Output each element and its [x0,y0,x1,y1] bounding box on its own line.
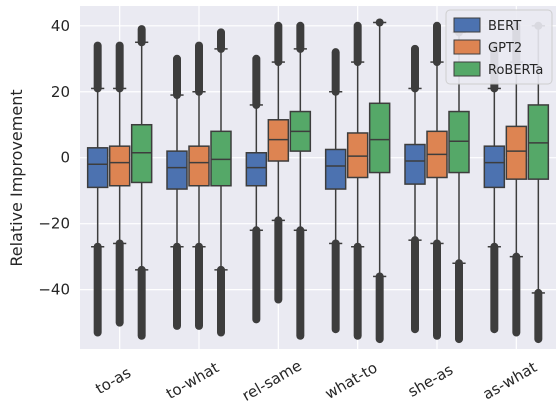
box-roberta-rel-same [289,21,312,340]
x-tick-label: to-what [163,358,222,402]
legend-swatch [453,39,481,55]
box-body [404,143,426,185]
legend-entry: GPT2 [488,41,522,56]
box-gpt2-rel-same [267,21,290,304]
legend-entry: RoBERTa [488,63,543,78]
legend-swatch [453,17,481,33]
box-body [448,110,470,174]
box-roberta-what-to [368,18,391,344]
box-body [86,147,109,189]
y-axis-label: Relative Improvement [7,89,26,266]
legend-entry: BERT [488,19,521,34]
box-bert-rel-same [245,54,268,324]
box-body [267,119,290,162]
x-tick-label: to-as [92,363,134,398]
box-bert-to-what [166,54,188,330]
box-body [483,145,506,189]
box-body [166,150,188,190]
box-body [527,104,550,180]
box-gpt2-to-what [188,41,210,330]
box-gpt2-she-as [426,21,448,340]
box-body [324,148,347,190]
box-body [368,102,391,174]
box-bert-what-to [324,48,347,334]
box-roberta-to-what [210,28,232,337]
box-body [346,132,369,179]
x-tick-label: she-as [405,361,457,401]
y-tick-label: −40 [38,281,70,299]
box-body [210,130,232,187]
x-tick-label: rel-same [239,357,305,405]
x-tick-label: what-to [322,359,381,403]
x-tick-label: as-what [480,358,540,403]
x-tick-labels: to-as to-what rel-same what-to she-as as-what [92,357,540,405]
box-gpt2-to-as [108,41,131,327]
box-body [188,145,210,187]
box-body [245,152,268,187]
y-tick-label: 0 [60,149,70,167]
legend-swatch [453,61,481,77]
box-bert-she-as [404,44,426,334]
y-tick-labels: −40 −20 0 20 40 [38,17,70,299]
y-tick-label: 20 [51,83,70,101]
box-gpt2-what-to [346,21,369,340]
box-body [130,123,153,184]
box-bert-to-as [86,41,109,337]
y-tick-label: −20 [38,215,70,233]
box-body [505,125,528,180]
box-roberta-to-as [130,25,153,340]
box-body [108,145,131,187]
legend: BERT GPT2 RoBERTa [445,9,553,85]
y-tick-label: 40 [51,17,70,35]
